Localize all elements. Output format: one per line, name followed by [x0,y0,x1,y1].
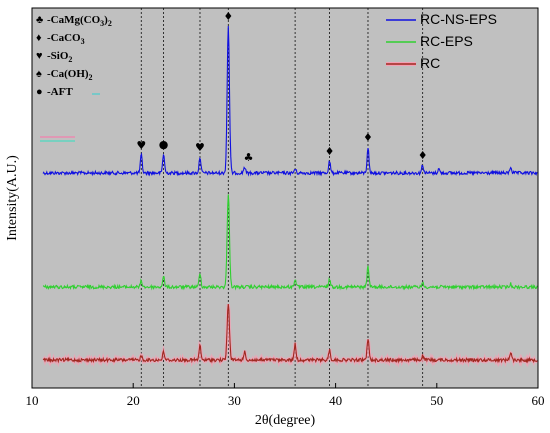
peak-marker-3: ♦ [223,10,233,23]
legend-label-1: RC-EPS [420,33,473,49]
peak-marker-7: ♦ [418,149,428,162]
phase-key-label-0: -CaMg(CO3)2 [47,14,112,28]
series-line-0 [42,25,538,177]
phase-key-symbol-2: ♥ [36,50,43,62]
peak-marker-5: ♦ [325,145,335,158]
x-tick-label-3: 40 [329,393,342,408]
series-group [42,25,539,368]
phase-key-symbol-0: ♣ [36,14,43,26]
x-axis: 10 20 30 40 50 60 [26,383,545,408]
phase-key-label-2: -SiO2 [47,50,72,64]
peak-marker-6: ♦ [363,131,373,144]
series-line-2 [42,304,538,364]
x-axis-title: 2θ(degree) [255,413,316,428]
y-axis-title: Intensity(A.U.) [5,155,20,241]
plot-background [32,8,538,388]
legend: RC-NS-EPS RC-EPS RC [386,11,497,71]
series-line-1 [42,194,538,291]
x-tick-label-5: 60 [532,393,545,408]
legend-label-0: RC-NS-EPS [420,11,497,27]
x-tick-label-4: 50 [430,393,443,408]
legend-label-2: RC [420,55,440,71]
phase-key: ♣ -CaMg(CO3)2 ♦ -CaCO3 ♥ -SiO2 ♠ -Ca(OH)2 ● -AFT [36,14,112,142]
peak-marker-4: ♣ [244,151,254,164]
peak-markers: ♥ ● ♥ ♦ ♣ ♦ ♦ ♦ [136,10,427,164]
plot-frame [31,7,539,389]
phase-key-symbol-3: ♠ [36,68,42,80]
x-tick-label-2: 30 [228,393,241,408]
phase-key-label-3: -Ca(OH)2 [47,68,93,82]
phase-key-symbol-4: ● [36,86,43,98]
phase-key-label-1: -CaCO3 [47,32,85,46]
x-tick-label-1: 20 [127,393,140,408]
peak-marker-0: ♥ [136,139,146,152]
phase-key-symbol-1: ♦ [36,32,42,44]
peak-marker-2: ♥ [195,141,205,154]
peak-marker-1: ● [159,138,169,151]
phase-key-label-4: -AFT [47,86,73,98]
x-tick-label-0: 10 [26,393,39,408]
